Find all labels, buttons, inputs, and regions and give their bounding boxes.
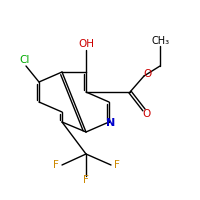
Text: CH₃: CH₃ [152, 36, 170, 46]
Text: Cl: Cl [20, 55, 30, 65]
Text: F: F [83, 175, 89, 185]
Text: O: O [142, 109, 151, 119]
Text: F: F [53, 160, 59, 170]
Text: N: N [106, 118, 116, 128]
Text: OH: OH [79, 39, 95, 49]
Text: O: O [144, 69, 152, 79]
Text: F: F [114, 160, 120, 170]
